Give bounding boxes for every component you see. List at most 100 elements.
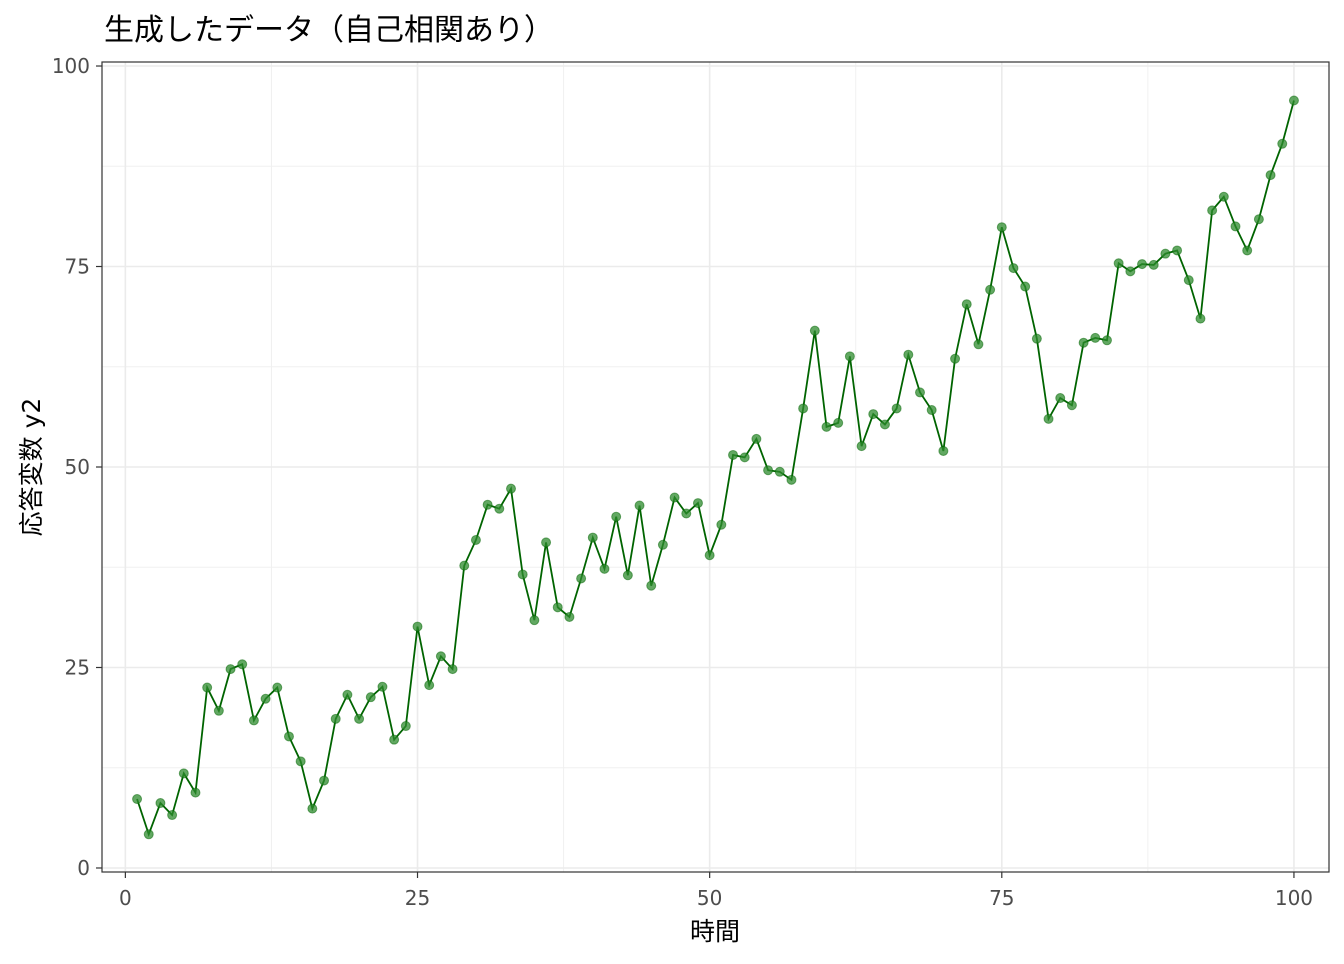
data-point: [1207, 205, 1218, 216]
x-tick-label: 25: [405, 886, 430, 910]
data-point: [1031, 333, 1042, 344]
data-point: [447, 664, 458, 675]
data-point: [821, 421, 832, 432]
y-tick-label: 75: [65, 255, 90, 279]
data-point: [622, 570, 633, 581]
data-point: [1230, 221, 1241, 232]
data-point: [1277, 138, 1288, 149]
data-point: [400, 721, 411, 732]
data-point: [798, 403, 809, 414]
x-tick-label: 75: [989, 886, 1014, 910]
data-point: [143, 829, 154, 840]
data-point: [564, 611, 575, 622]
data-point: [716, 519, 727, 530]
x-axis: 0 25 50 75 100: [119, 872, 1313, 910]
data-point: [482, 499, 493, 510]
data-point: [1218, 191, 1229, 202]
data-point: [389, 734, 400, 745]
y-tick-label: 50: [65, 455, 90, 479]
data-point: [132, 794, 143, 805]
data-point: [1055, 393, 1066, 404]
x-axis-label: 時間: [690, 917, 740, 946]
data-point: [225, 664, 236, 675]
data-point: [961, 299, 972, 310]
data-point: [272, 682, 283, 693]
data-point: [552, 602, 563, 613]
data-point: [190, 787, 201, 798]
data-point: [1183, 275, 1194, 286]
y-tick-label: 100: [52, 54, 90, 78]
x-tick-label: 0: [119, 886, 132, 910]
data-point: [611, 511, 622, 522]
data-point: [739, 452, 750, 463]
data-point: [541, 537, 552, 548]
data-point: [1078, 337, 1089, 348]
data-point: [786, 474, 797, 485]
data-point: [1160, 248, 1171, 259]
data-point: [354, 713, 365, 724]
y-axis: 0 25 50 75 100: [52, 54, 102, 880]
data-point: [435, 651, 446, 662]
data-point: [377, 681, 388, 692]
data-point: [494, 503, 505, 514]
data-point: [634, 500, 645, 511]
data-point: [891, 403, 902, 414]
data-point: [307, 803, 318, 814]
data-point: [704, 550, 715, 561]
data-point: [879, 419, 890, 430]
data-point: [248, 715, 259, 726]
data-point: [342, 689, 353, 700]
data-point: [412, 621, 423, 632]
data-point: [1113, 258, 1124, 269]
data-point: [973, 339, 984, 350]
data-point: [1172, 245, 1183, 256]
y-tick-label: 0: [77, 856, 90, 880]
x-tick-label: 50: [697, 886, 722, 910]
data-point: [1101, 335, 1112, 346]
data-point: [1265, 170, 1276, 181]
data-point: [844, 351, 855, 362]
data-point: [178, 768, 189, 779]
y-axis-label: 応答変数 y2: [17, 398, 46, 537]
series: [132, 95, 1299, 840]
data-point: [868, 409, 879, 420]
data-point: [576, 573, 587, 584]
data-point: [692, 498, 703, 509]
data-point: [1288, 95, 1299, 106]
data-point: [1066, 400, 1077, 411]
data-point: [926, 405, 937, 416]
chart-title: 生成したデータ（自己相関あり）: [104, 13, 554, 48]
data-point: [903, 349, 914, 360]
data-point: [424, 680, 435, 691]
data-point: [470, 534, 481, 545]
data-point: [167, 810, 178, 821]
data-point: [459, 560, 470, 571]
data-point: [155, 798, 166, 809]
x-tick-label: 100: [1275, 886, 1313, 910]
grid: [102, 62, 1329, 872]
y-tick-label: 25: [65, 655, 90, 679]
data-point: [1148, 259, 1159, 270]
data-point: [1008, 263, 1019, 274]
data-point: [915, 387, 925, 398]
data-point: [1020, 281, 1031, 292]
data-point: [330, 713, 341, 724]
data-point: [237, 659, 248, 670]
data-point: [1137, 259, 1148, 270]
data-point: [985, 284, 996, 295]
data-point: [681, 508, 692, 519]
data-point: [599, 563, 610, 574]
data-point: [319, 775, 330, 786]
data-point: [809, 325, 820, 336]
data-point: [996, 222, 1007, 233]
data-point: [646, 580, 657, 591]
data-point: [365, 692, 376, 703]
data-point: [1253, 214, 1264, 225]
data-point: [669, 492, 680, 503]
data-point: [657, 539, 668, 550]
data-point: [1043, 413, 1054, 424]
data-point: [529, 615, 540, 626]
data-point: [728, 449, 739, 460]
data-point: [1090, 332, 1101, 343]
